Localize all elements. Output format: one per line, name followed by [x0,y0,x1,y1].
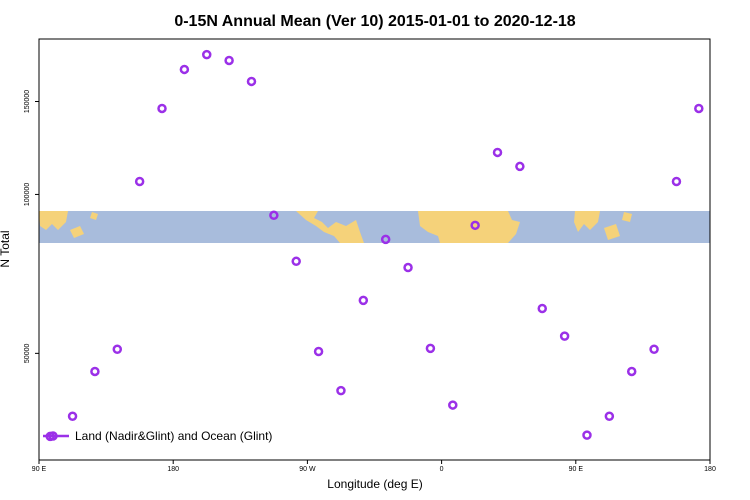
plot-frame [38,38,711,461]
point [380,234,391,245]
land [39,211,98,238]
y-tick-label: 100000 [24,183,31,206]
point [246,76,257,87]
y-axis-label: N Total [0,230,12,267]
point [202,49,212,60]
point [448,400,458,410]
point [157,103,167,114]
chart-title: 0-15N Annual Mean (Ver 10) 2015-01-01 to… [174,13,575,30]
point [604,411,615,422]
y-tick-label: 50000 [24,344,31,364]
legend-label: Land (Nadir&Glint) and Ocean (Glint) [75,429,272,443]
x-axis-label: Longitude (deg E) [327,477,422,491]
point [179,64,190,75]
point [67,411,78,422]
land [418,211,520,243]
point [694,103,704,114]
x-tick-label: 90 E [569,466,584,473]
point [224,55,234,66]
x-tick-label: 180 [167,466,179,473]
point [269,210,279,221]
x-tick-label: 90 W [299,466,316,473]
x-tick-label: 0 [440,466,444,473]
map-band [39,211,710,243]
point [134,176,145,187]
y-tick-label: 150000 [24,90,31,113]
point [313,346,324,357]
point [425,343,436,354]
point [403,262,413,273]
x-tick-label: 90 E [32,466,47,473]
point [336,385,346,396]
x-tick-label: 180 [704,466,716,473]
point [582,430,592,440]
point [492,147,503,158]
legend-marker [48,431,58,441]
land [296,211,364,243]
point [470,220,480,231]
point [671,176,682,187]
point [358,295,369,306]
point [626,366,637,377]
point [291,256,301,267]
point [112,344,123,355]
point [559,331,570,341]
point [537,303,547,314]
point [515,161,525,172]
point [649,344,659,355]
land [574,211,632,240]
point [90,366,100,377]
